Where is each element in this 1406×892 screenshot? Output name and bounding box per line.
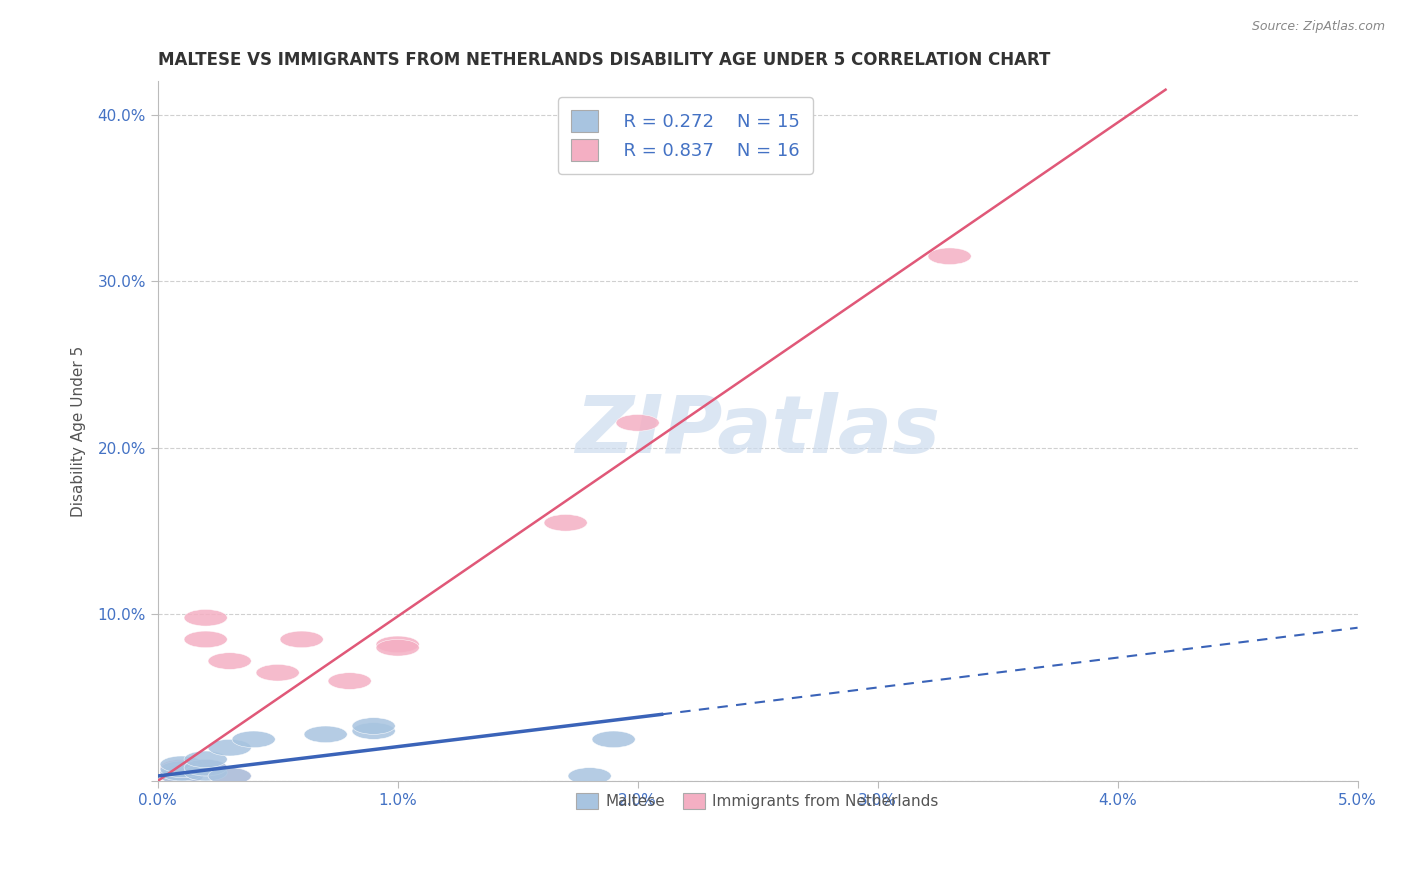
Ellipse shape: [160, 759, 204, 776]
Ellipse shape: [160, 764, 204, 781]
Ellipse shape: [208, 768, 252, 784]
Text: Source: ZipAtlas.com: Source: ZipAtlas.com: [1251, 20, 1385, 33]
Ellipse shape: [160, 764, 204, 781]
Ellipse shape: [160, 761, 204, 778]
Ellipse shape: [375, 636, 419, 653]
Ellipse shape: [160, 768, 204, 784]
Ellipse shape: [616, 415, 659, 431]
Ellipse shape: [232, 731, 276, 747]
Ellipse shape: [544, 515, 588, 531]
Ellipse shape: [352, 718, 395, 734]
Ellipse shape: [160, 768, 204, 784]
Text: MALTESE VS IMMIGRANTS FROM NETHERLANDS DISABILITY AGE UNDER 5 CORRELATION CHART: MALTESE VS IMMIGRANTS FROM NETHERLANDS D…: [157, 51, 1050, 69]
Ellipse shape: [928, 248, 972, 265]
Ellipse shape: [375, 640, 419, 656]
Ellipse shape: [304, 726, 347, 743]
Ellipse shape: [352, 723, 395, 739]
Ellipse shape: [184, 759, 228, 776]
Ellipse shape: [184, 609, 228, 626]
Ellipse shape: [256, 665, 299, 681]
Text: ZIPatlas: ZIPatlas: [575, 392, 941, 470]
Ellipse shape: [208, 653, 252, 669]
Legend: Maltese, Immigrants from Netherlands: Maltese, Immigrants from Netherlands: [571, 787, 945, 815]
Ellipse shape: [328, 673, 371, 690]
Ellipse shape: [568, 768, 612, 784]
Ellipse shape: [184, 759, 228, 776]
Ellipse shape: [592, 731, 636, 747]
Ellipse shape: [208, 739, 252, 756]
Ellipse shape: [184, 631, 228, 648]
Y-axis label: Disability Age Under 5: Disability Age Under 5: [72, 345, 86, 516]
Ellipse shape: [160, 756, 204, 772]
Ellipse shape: [208, 768, 252, 784]
Ellipse shape: [184, 751, 228, 768]
Ellipse shape: [280, 631, 323, 648]
Ellipse shape: [184, 764, 228, 781]
